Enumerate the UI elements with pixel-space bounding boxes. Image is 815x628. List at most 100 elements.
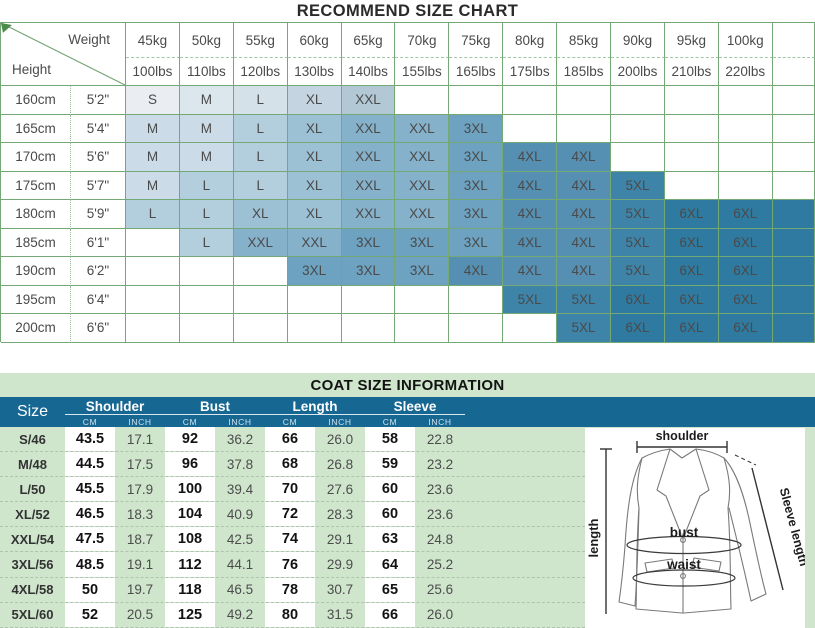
- size-cell: L: [233, 114, 288, 143]
- coat-inch-value: 44.1: [226, 557, 254, 573]
- size-cell: L: [179, 171, 234, 200]
- weight-lbs-cell: 140lbs: [341, 58, 396, 86]
- coat-unit-row: CM INCH: [165, 415, 265, 427]
- empty-size-cell: [126, 285, 180, 314]
- empty-size-cell: [718, 86, 773, 115]
- size-cell: XXL: [341, 200, 396, 229]
- size-cell: 3XL: [449, 143, 504, 172]
- tail-cell: [772, 200, 815, 229]
- size-cell: 4XL: [503, 143, 558, 172]
- empty-size-cell: [395, 285, 450, 314]
- size-cell: 3XL: [341, 228, 396, 257]
- coat-table-header: Size Shoulder CM INCH Bust CM INCH Length CM INC…: [0, 397, 815, 427]
- coat-size-section: COAT SIZE INFORMATION Size Shoulder CM INC…: [0, 373, 815, 628]
- coat-cm-value: 92: [165, 427, 215, 452]
- coat-cm-value: 59: [365, 452, 415, 477]
- height-cm-cell: 185cm: [1, 228, 71, 257]
- coat-table-row: M/48 44.5 17.5 96 37.8 68 26.8 59 23.2: [0, 452, 585, 478]
- empty-size-cell: [341, 314, 396, 343]
- coat-cm-value: 125: [165, 602, 215, 627]
- empty-size-cell: [611, 114, 665, 143]
- coat-table-row: 4XL/58 50 19.7 118 46.5 78 30.7 65 25.6: [0, 577, 585, 603]
- coat-size-cell: L/50: [19, 481, 46, 497]
- size-cell: XL: [287, 171, 342, 200]
- empty-size-cell: [233, 257, 288, 286]
- coat-inch-value: 27.6: [326, 481, 354, 497]
- weight-lbs-cell: 210lbs: [664, 58, 719, 86]
- coat-size-cell: 5XL/60: [11, 607, 54, 623]
- size-cell: M: [126, 143, 180, 172]
- size-cell: XL: [233, 200, 288, 229]
- coat-inch-value: 23.6: [426, 481, 454, 497]
- size-cell: 6XL: [611, 285, 665, 314]
- coat-cm-value: 64: [365, 552, 415, 577]
- height-cm-cell: 160cm: [1, 86, 71, 115]
- weight-kg-cell: 85kg: [557, 23, 612, 58]
- height-cm-cell: 165cm: [1, 114, 71, 143]
- coat-cm-value: 66: [265, 427, 315, 452]
- size-cell: 5XL: [557, 285, 612, 314]
- weight-lbs-cell: 110lbs: [179, 58, 234, 86]
- coat-cm-value: 43.5: [65, 427, 115, 452]
- recommend-size-grid: Weight Height 45kg 100lbs 50kg 110lbs 55kg 12…: [0, 22, 815, 343]
- height-ft-cell: 6'1": [71, 228, 126, 257]
- empty-size-cell: [287, 314, 342, 343]
- coat-group-label: Shoulder: [65, 397, 165, 415]
- coat-inch-value: 39.4: [226, 481, 254, 497]
- height-ft-cell: 5'4": [71, 114, 126, 143]
- size-cell: XXL: [233, 228, 288, 257]
- empty-size-cell: [503, 114, 558, 143]
- weight-lbs-cell: 100lbs: [126, 58, 180, 86]
- empty-size-cell: [503, 314, 558, 343]
- weight-lbs-cell: 165lbs: [449, 58, 504, 86]
- weight-kg-cell: 95kg: [664, 23, 719, 58]
- size-cell: XL: [287, 200, 342, 229]
- size-cell: 5XL: [503, 285, 558, 314]
- coat-inch-value: 46.5: [226, 582, 254, 598]
- height-cm-cell: 190cm: [1, 257, 71, 286]
- coat-cm-value: 48.5: [65, 552, 115, 577]
- coat-cm-value: 70: [265, 477, 315, 502]
- coat-cm-value: 76: [265, 552, 315, 577]
- weight-kg-cell: 55kg: [233, 23, 288, 58]
- weight-kg-cell: 80kg: [503, 23, 558, 58]
- size-cell: 5XL: [611, 257, 665, 286]
- coat-cm-value: 58: [365, 427, 415, 452]
- height-cm-cell: 180cm: [1, 200, 71, 229]
- coat-cm-value: 47.5: [65, 527, 115, 552]
- size-cell: M: [179, 143, 234, 172]
- height-cm-cell: 200cm: [1, 314, 71, 343]
- coat-table-row: 5XL/60 52 20.5 125 49.2 80 31.5 66 26.0: [0, 602, 585, 628]
- size-cell: XXL: [341, 86, 396, 115]
- coat-size-cell: XL/52: [15, 506, 50, 522]
- coat-inch-value: 49.2: [226, 607, 254, 623]
- coat-cm-value: 60: [365, 477, 415, 502]
- empty-size-cell: [503, 86, 558, 115]
- coat-cm-value: 46.5: [65, 502, 115, 527]
- empty-size-cell: [449, 86, 504, 115]
- empty-size-cell: [233, 285, 288, 314]
- weight-lbs-cell: 220lbs: [718, 58, 773, 86]
- empty-size-cell: [179, 314, 234, 343]
- size-cell: 4XL: [449, 257, 504, 286]
- coat-table-row: L/50 45.5 17.9 100 39.4 70 27.6 60 23.6: [0, 477, 585, 503]
- size-cell: 4XL: [503, 171, 558, 200]
- coat-inch-value: 26.0: [426, 607, 454, 623]
- weight-lbs-cell: 130lbs: [287, 58, 342, 86]
- coat-inch-value: 20.5: [126, 607, 154, 623]
- coat-group-label: Sleeve: [365, 397, 465, 415]
- empty-size-cell: [611, 86, 665, 115]
- height-ft-cell: 6'6": [71, 314, 126, 343]
- size-cell: XXL: [287, 228, 342, 257]
- coat-inch-value: 18.7: [126, 531, 154, 547]
- weight-lbs-cell: 185lbs: [557, 58, 612, 86]
- size-cell: XXL: [341, 143, 396, 172]
- coat-table-row: 3XL/56 48.5 19.1 112 44.1 76 29.9 64 25.2: [0, 552, 585, 578]
- coat-inch-value: 19.7: [126, 582, 154, 598]
- height-ft-cell: 6'4": [71, 285, 126, 314]
- coat-inch-value: 28.3: [326, 506, 354, 522]
- size-cell: 5XL: [611, 171, 665, 200]
- size-cell: 6XL: [718, 257, 773, 286]
- height-ft-cell: 5'2": [71, 86, 126, 115]
- empty-size-cell: [664, 86, 719, 115]
